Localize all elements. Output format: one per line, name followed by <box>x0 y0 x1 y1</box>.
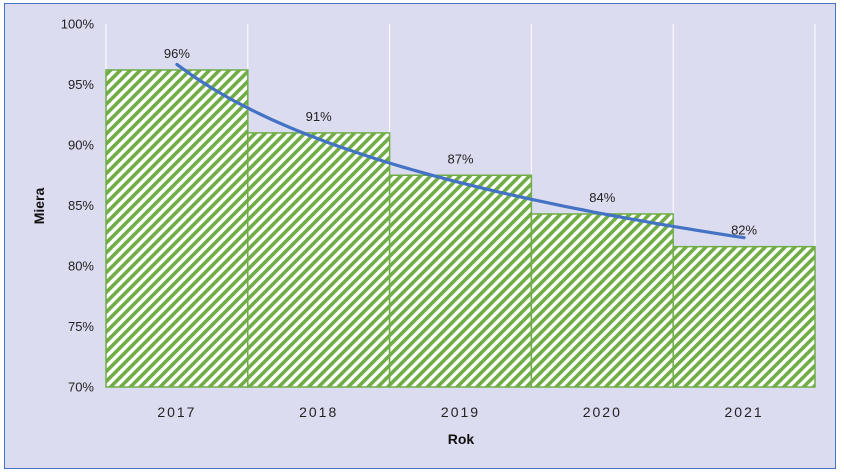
y-axis-title: Miera <box>31 188 47 225</box>
x-tick-label-2019: 2019 <box>441 404 480 420</box>
data-label-2021: 82% <box>731 223 757 238</box>
bar-2018 <box>247 132 391 388</box>
bar-2021 <box>672 245 816 388</box>
data-label-2020: 84% <box>589 190 615 205</box>
x-tick-label-2020: 2020 <box>583 404 622 420</box>
y-tick-label: 70% <box>68 380 94 395</box>
y-tick-label: 85% <box>68 198 94 213</box>
bar-2019 <box>388 174 533 388</box>
x-tick-label-2021: 2021 <box>725 404 764 420</box>
data-label-2019: 87% <box>447 151 473 166</box>
y-tick-label: 90% <box>68 138 94 153</box>
data-label-2017: 96% <box>164 46 190 61</box>
x-tick-label-2018: 2018 <box>299 404 338 420</box>
y-tick-label: 95% <box>68 77 94 92</box>
trendline <box>175 62 746 240</box>
y-tick-label: 75% <box>68 319 94 334</box>
data-label-2018: 91% <box>306 109 332 124</box>
x-axis-title: Rok <box>448 431 475 447</box>
x-tick-label-2017: 2017 <box>157 404 196 420</box>
y-tick-label: 80% <box>68 259 94 274</box>
y-tick-label: 100% <box>61 17 95 32</box>
bar-2017 <box>105 69 249 388</box>
bar-2020 <box>530 213 674 388</box>
